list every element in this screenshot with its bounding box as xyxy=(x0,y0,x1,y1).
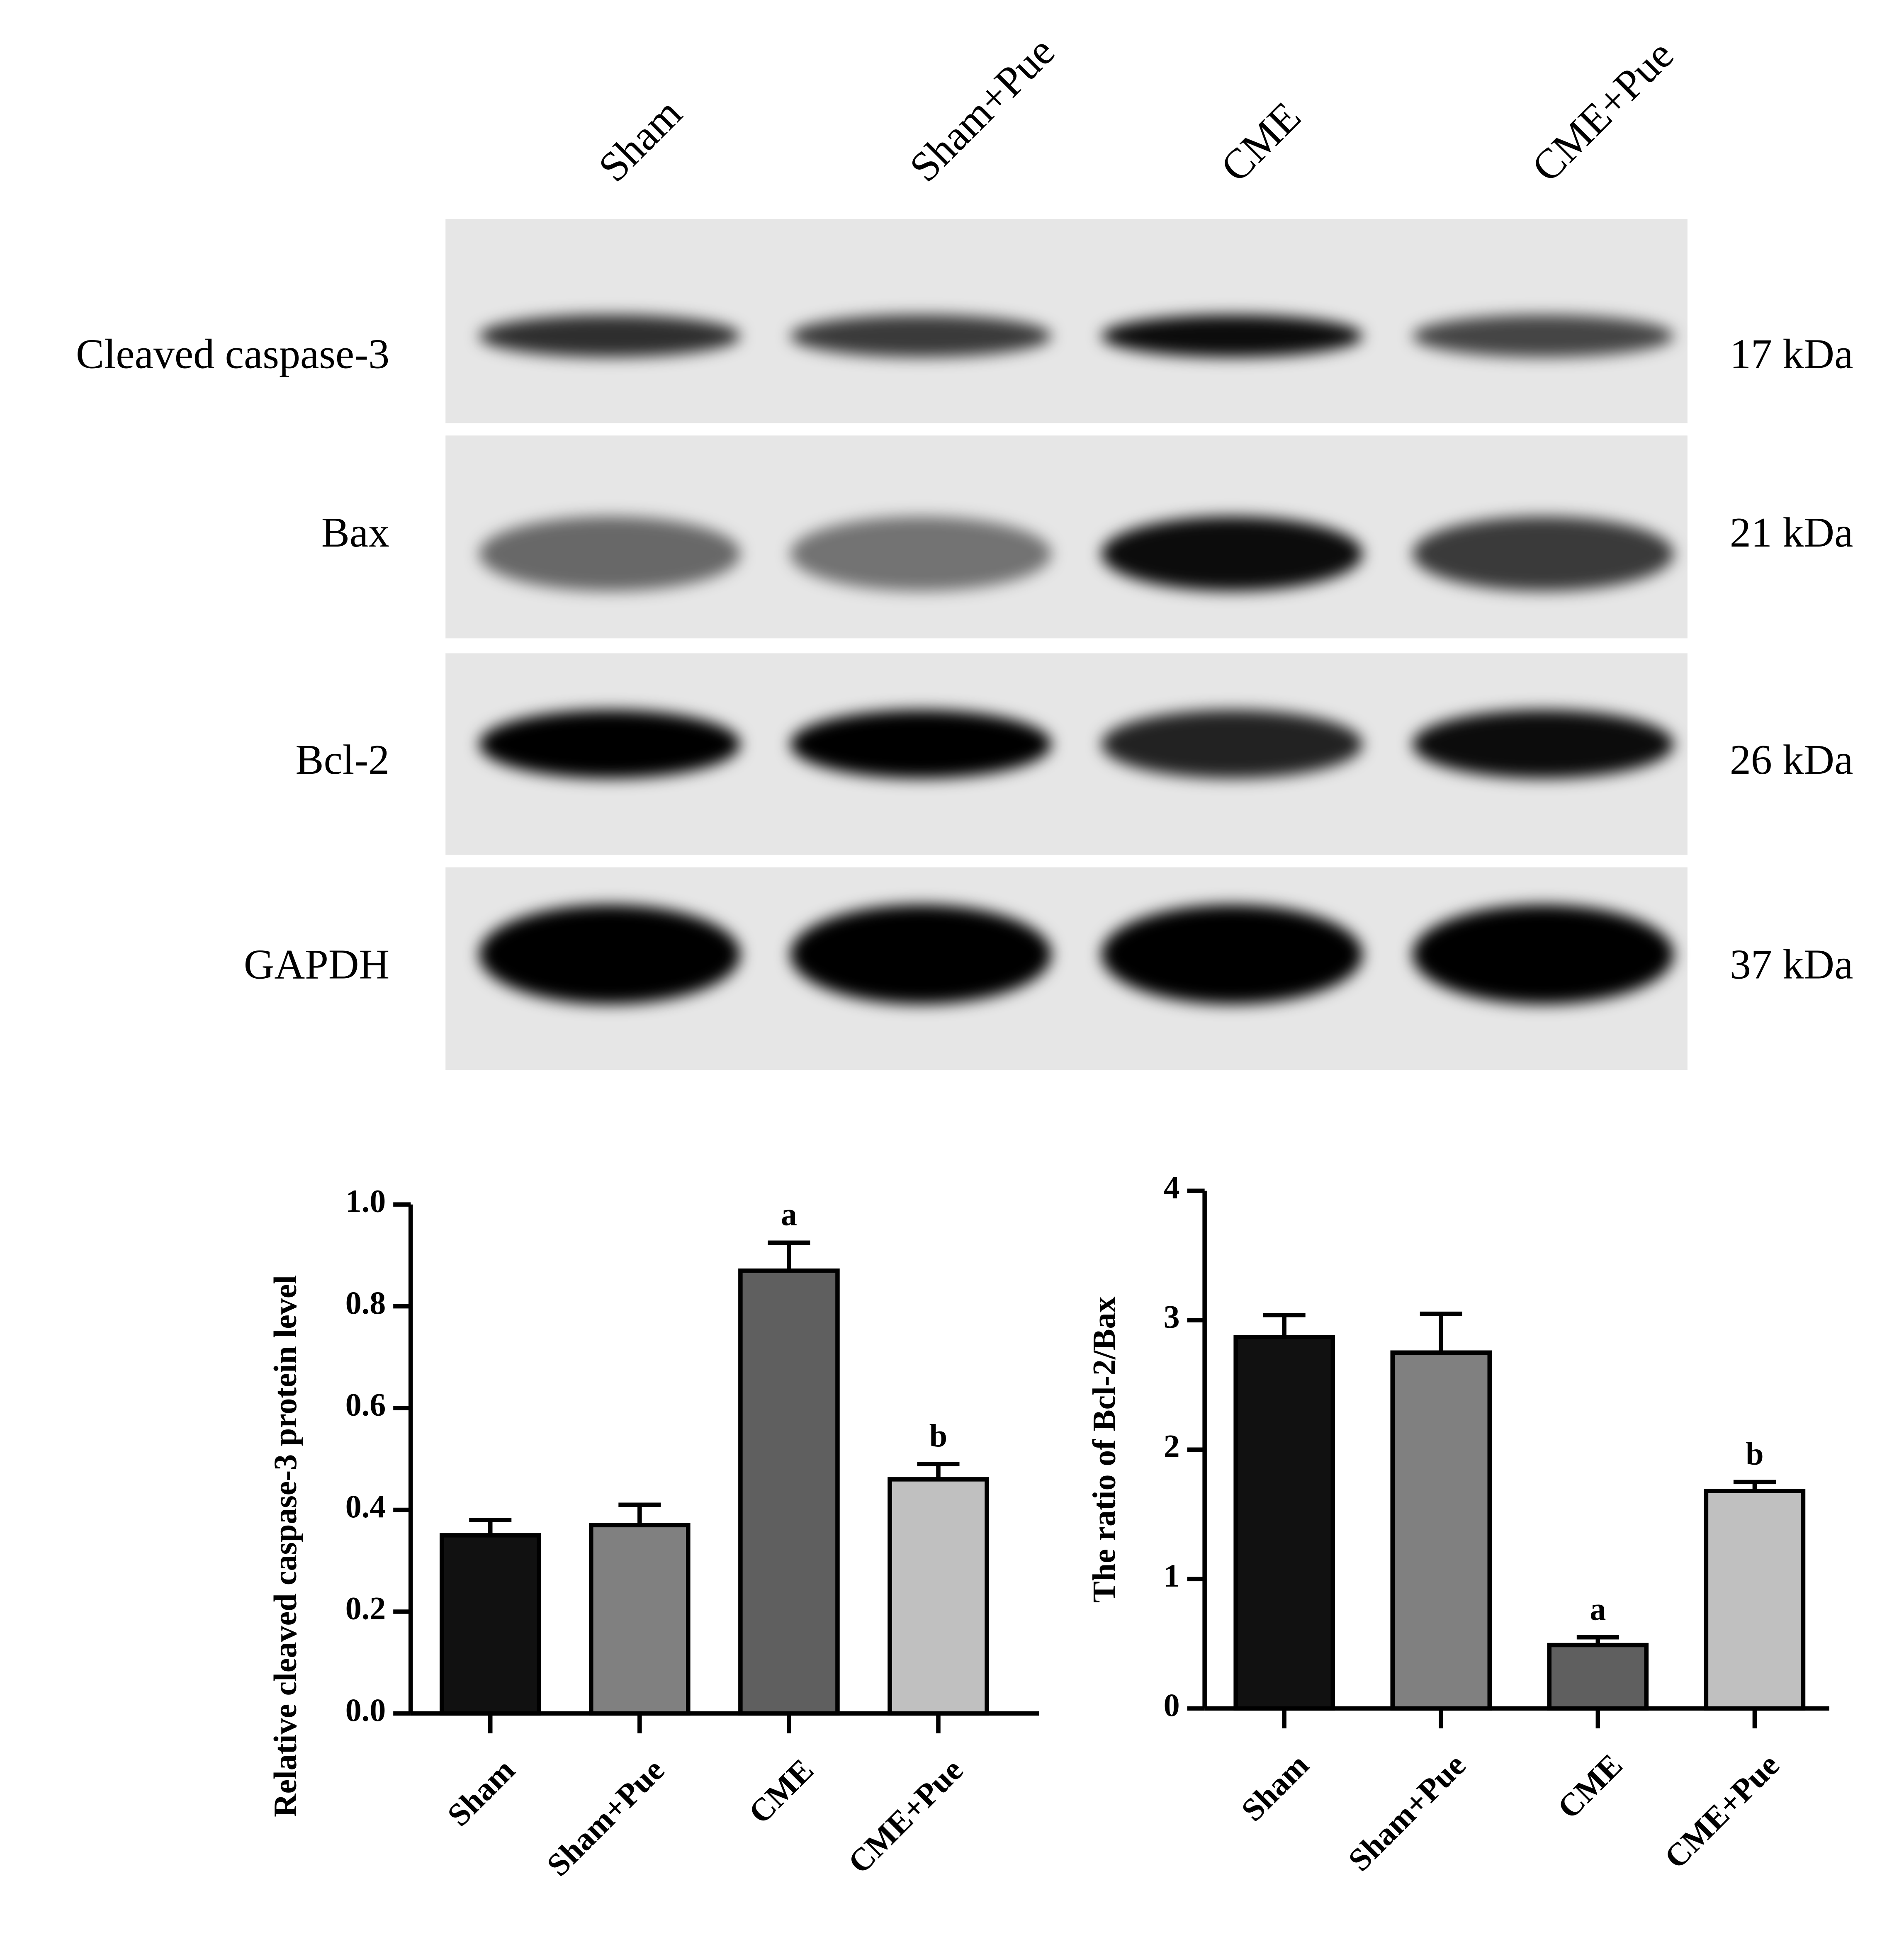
significance-label: b xyxy=(929,1418,947,1454)
y-tick-label: 2 xyxy=(1164,1428,1180,1464)
bar xyxy=(1233,1335,1335,1711)
error-bar xyxy=(1263,1312,1306,1337)
x-tick-label: Sham xyxy=(1234,1747,1316,1828)
bar xyxy=(589,1523,691,1716)
y-tick-label: 0.0 xyxy=(345,1692,386,1728)
x-tick-label: CME xyxy=(1550,1747,1629,1825)
band xyxy=(790,904,1052,1004)
band xyxy=(1412,315,1674,357)
band xyxy=(790,315,1052,357)
band xyxy=(1412,516,1674,591)
bar xyxy=(888,1477,989,1716)
y-axis-title: Relative cleaved caspase-3 protein level xyxy=(267,1275,303,1817)
y-tick-label: 4 xyxy=(1164,1169,1180,1205)
bar xyxy=(439,1533,541,1716)
protein-label: Bax xyxy=(321,509,389,556)
x-tick-label: CME xyxy=(742,1752,820,1830)
x-tick-label: CME+Pue xyxy=(1657,1747,1786,1875)
protein-label: Cleaved caspase-3 xyxy=(76,331,389,378)
band xyxy=(479,315,741,357)
y-tick-label: 0 xyxy=(1164,1687,1180,1723)
size-label: 17 kDa xyxy=(1730,331,1853,378)
band xyxy=(1101,516,1363,591)
bar xyxy=(1704,1489,1806,1711)
band xyxy=(1101,710,1363,778)
band xyxy=(1101,315,1363,357)
band xyxy=(1101,904,1363,1004)
size-label: 37 kDa xyxy=(1730,941,1853,988)
band xyxy=(479,710,741,778)
bar xyxy=(1547,1643,1649,1711)
error-bar xyxy=(1420,1311,1462,1353)
band xyxy=(479,904,741,1004)
band xyxy=(479,516,741,591)
y-tick-label: 3 xyxy=(1164,1299,1180,1335)
band xyxy=(1412,904,1674,1004)
x-tick-label: Sham xyxy=(440,1752,521,1833)
y-tick-label: 1.0 xyxy=(345,1183,386,1219)
significance-label: a xyxy=(1590,1591,1606,1627)
error-bar xyxy=(618,1502,661,1525)
band xyxy=(790,710,1052,778)
significance-label: a xyxy=(781,1196,797,1232)
band xyxy=(790,516,1052,591)
protein-label: GAPDH xyxy=(244,941,389,988)
y-tick-label: 0.4 xyxy=(345,1488,386,1524)
error-bar xyxy=(469,1518,512,1536)
bar xyxy=(1390,1350,1492,1711)
lane-label: Sham xyxy=(590,90,691,191)
y-tick-label: 1 xyxy=(1164,1558,1180,1594)
y-tick-label: 0.6 xyxy=(345,1386,386,1422)
x-tick-label: Sham+Pue xyxy=(1341,1747,1473,1878)
x-tick-label: CME+Pue xyxy=(841,1752,970,1880)
error-bar xyxy=(768,1240,810,1271)
y-axis-title: The ratio of Bcl-2/Bax xyxy=(1086,1296,1122,1603)
bands xyxy=(479,904,1674,1004)
lane-label: CME xyxy=(1212,93,1310,191)
significance-label: b xyxy=(1746,1436,1763,1472)
protein-label: Bcl-2 xyxy=(296,736,390,783)
bands xyxy=(479,710,1674,778)
band xyxy=(1412,710,1674,778)
x-tick-label: Sham+Pue xyxy=(540,1752,671,1883)
bands xyxy=(479,315,1674,357)
bands xyxy=(479,516,1674,591)
size-label: 21 kDa xyxy=(1730,509,1853,556)
lane-label: Sham+Pue xyxy=(901,28,1064,191)
error-bar xyxy=(917,1462,960,1480)
y-tick-label: 0.2 xyxy=(345,1590,386,1626)
y-tick-label: 0.8 xyxy=(345,1285,386,1321)
bar xyxy=(738,1268,840,1716)
size-label: 26 kDa xyxy=(1730,736,1853,783)
lane-label: CME+Pue xyxy=(1523,31,1683,191)
